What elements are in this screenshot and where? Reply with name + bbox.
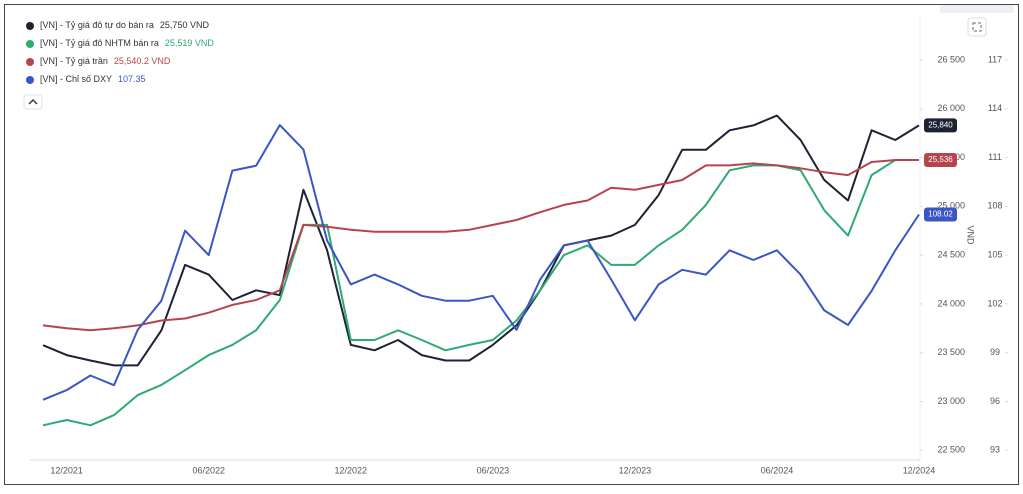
x-tick-label: 12/2021 (50, 465, 83, 475)
value-badge (924, 118, 957, 133)
legend-value: 25,519 VND (165, 38, 215, 48)
collapse-button[interactable] (23, 94, 43, 110)
y-tick-label: 24 500 (937, 250, 965, 260)
y-tick-label: 26 000 (937, 103, 965, 113)
y-tick-label: 25 000 (937, 201, 965, 211)
legend-label: [VN] - Tỷ giá đô tự do bán ra 25,750 VND (40, 20, 209, 30)
x-tick-label: 12/2023 (619, 465, 652, 475)
fullscreen-icon (972, 22, 982, 32)
value-badge-label: 108.02 (928, 210, 953, 219)
legend-dot (26, 58, 34, 66)
legend-value: 107.35 (118, 74, 146, 84)
y-tick-label: 22 500 (937, 445, 965, 455)
y2-tick-label: 105 (987, 250, 1002, 260)
x-tick-label: 06/2024 (761, 465, 794, 475)
y2-tick-label: 99 (990, 347, 1000, 357)
legend-dot (26, 76, 34, 84)
fullscreen-button[interactable] (967, 17, 987, 37)
x-tick-label: 12/2022 (335, 465, 368, 475)
value-badge (924, 207, 957, 222)
x-tick-label: 06/2022 (192, 465, 225, 475)
legend-name: [VN] - Tỷ giá trần (40, 56, 108, 66)
series-line (42, 124, 920, 401)
value-badge (924, 153, 957, 168)
legend-value: 25,540.2 VND (114, 56, 171, 66)
legend-label: [VN] - Chỉ số DXY 107.35 (40, 74, 146, 84)
y2-tick-label: 93 (990, 445, 1000, 455)
series-line (42, 114, 920, 367)
y2-tick-label: 114 (988, 103, 1002, 113)
legend-value: 25,750 VND (160, 20, 210, 30)
legend-name: [VN] - Tỷ giá đô tự do bán ra (40, 20, 154, 30)
x-tick-label: 06/2023 (477, 465, 510, 475)
y2-tick-label: 96 (990, 396, 1000, 406)
legend-dot (26, 40, 34, 48)
x-tick-label: 12/2024 (903, 465, 936, 475)
y2-tick-label: 117 (988, 54, 1002, 64)
series-line (42, 159, 919, 332)
y2-axis-label: VND (966, 225, 976, 245)
value-badge-label: 25,536 (928, 155, 953, 164)
legend-name: [VN] - Chỉ số DXY (40, 74, 112, 84)
collapse-icon (28, 99, 38, 105)
y-tick-label: 23 500 (937, 347, 965, 357)
y-tick-label: 26 500 (937, 54, 965, 64)
value-badge-label: 25,840 (928, 120, 953, 129)
y-tick-label: 23 000 (937, 396, 965, 406)
top-tab[interactable] (940, 5, 1014, 13)
y2-tick-label: 108 (987, 201, 1002, 211)
legend-label: [VN] - Tỷ giá trần 25,540.2 VND (40, 56, 171, 66)
y2-tick-label: 102 (987, 298, 1002, 308)
legend-label: [VN] - Tỷ giá đô NHTM bán ra 25,519 VND (40, 38, 214, 48)
legend-name: [VN] - Tỷ giá đô NHTM bán ra (40, 38, 159, 48)
y-tick-label: 24 000 (937, 298, 965, 308)
legend-dot (26, 22, 34, 30)
frame (4, 4, 1019, 485)
y2-tick-label: 111 (988, 152, 1002, 162)
